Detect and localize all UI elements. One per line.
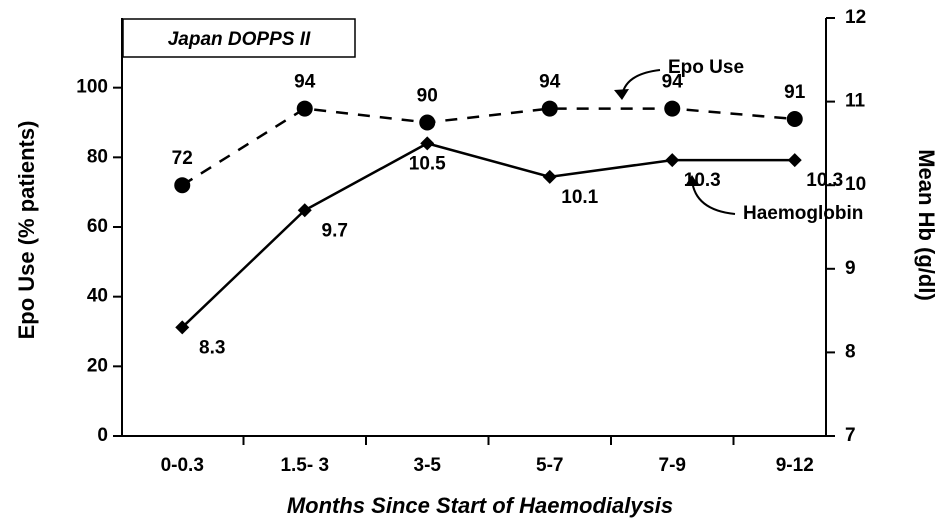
title-box <box>122 18 356 58</box>
data-label: 91 <box>784 82 806 103</box>
point <box>786 111 803 128</box>
y2-tick-label: 9 <box>845 258 856 279</box>
point <box>296 100 313 117</box>
point <box>665 153 680 168</box>
point <box>664 100 681 117</box>
y2-tick-label: 12 <box>845 7 866 28</box>
x-tick-label: 9-12 <box>776 455 814 476</box>
point <box>174 177 191 194</box>
point <box>175 320 190 335</box>
data-label: 94 <box>294 72 316 93</box>
y-tick-label: 20 <box>87 355 108 376</box>
y-tick-label: 40 <box>87 286 108 307</box>
y-tick-label: 100 <box>76 77 108 98</box>
arrow-head <box>685 175 699 186</box>
x-tick-label: 3-5 <box>414 455 442 476</box>
y2-tick-label: 8 <box>845 341 856 362</box>
point <box>297 203 312 218</box>
data-label: 9.7 <box>322 220 348 241</box>
data-label: 94 <box>539 72 561 93</box>
y2-tick-label: 7 <box>845 425 856 446</box>
series-line <box>181 142 795 329</box>
x-tick-label: 5-7 <box>536 455 563 476</box>
x-tick-label: 0-0.3 <box>161 455 204 476</box>
y-axis-label: Epo Use (% patients) <box>14 121 39 340</box>
y2-axis-label: Mean Hb (g/dl) <box>914 149 939 301</box>
data-label: 10.3 <box>806 170 843 191</box>
series-line <box>181 107 795 187</box>
x-tick-label: 7-9 <box>659 455 686 476</box>
data-label: 94 <box>662 72 684 93</box>
legend-entry: Epo Use <box>668 57 744 78</box>
point <box>787 153 802 168</box>
data-label: 8.3 <box>199 337 225 358</box>
point <box>419 114 436 131</box>
point <box>541 100 558 117</box>
point <box>542 169 557 184</box>
data-label: 10.3 <box>684 170 721 191</box>
data-label: 72 <box>172 148 193 169</box>
data-label: 10.5 <box>409 153 446 174</box>
y-tick-label: 80 <box>87 146 108 167</box>
data-label: 90 <box>417 86 438 107</box>
x-tick-label: 1.5- 3 <box>280 455 329 476</box>
y-tick-label: 60 <box>87 216 108 237</box>
y2-tick-label: 11 <box>845 91 866 112</box>
arrow-head <box>614 89 629 100</box>
annotation-arrow <box>621 69 661 97</box>
data-label: 10.1 <box>561 187 598 208</box>
y2-tick-label: 10 <box>845 174 866 195</box>
y-tick-label: 0 <box>97 425 108 446</box>
legend-entry: Haemoglobin <box>743 203 863 224</box>
point <box>420 136 435 151</box>
chart-title: Japan DOPPS II <box>168 29 311 50</box>
x-axis-label: Months Since Start of Haemodialysis <box>287 493 673 518</box>
